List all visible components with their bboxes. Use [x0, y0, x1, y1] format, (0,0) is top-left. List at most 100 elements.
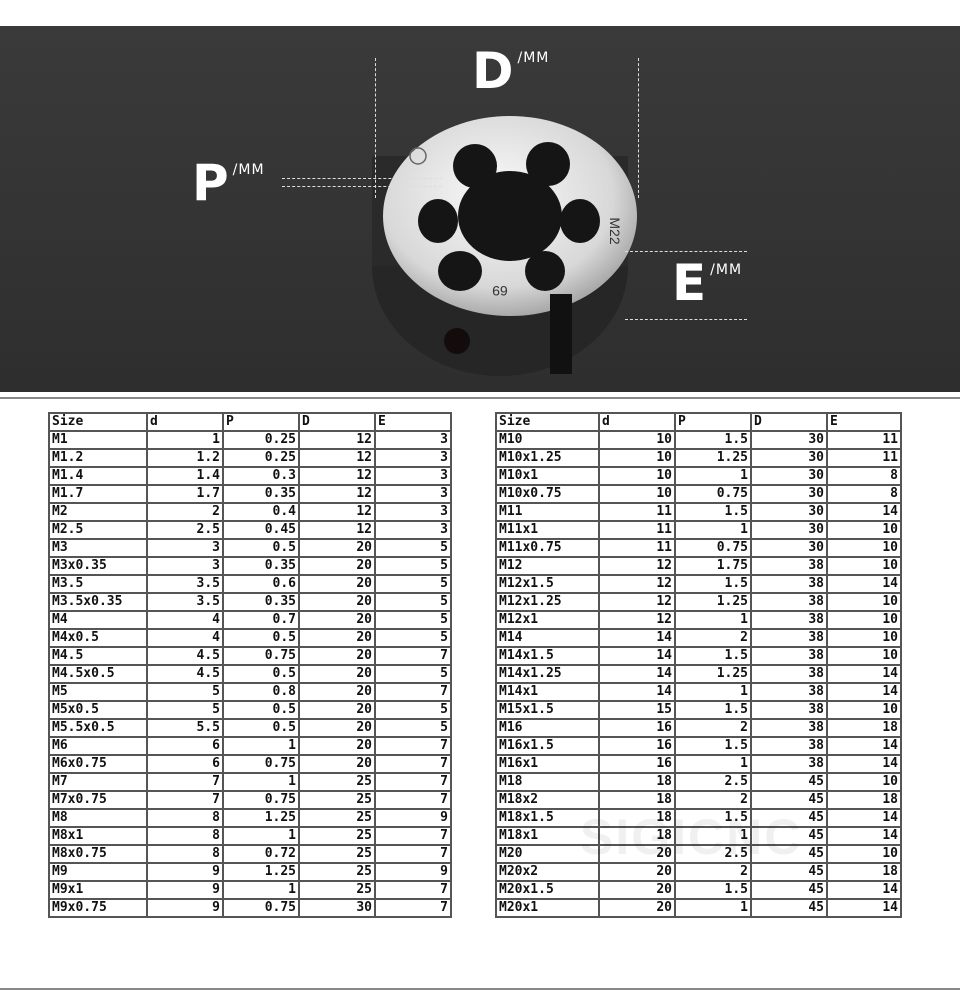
header-size: Size [48, 412, 148, 432]
cell-D: 12 [298, 430, 376, 450]
cell-p: 2 [674, 862, 752, 882]
cell-d: 6 [146, 754, 224, 774]
cell-D: 25 [298, 790, 376, 810]
cell-d: 14 [598, 628, 676, 648]
cell-d: 4 [146, 628, 224, 648]
cell-d: 2.5 [146, 520, 224, 540]
cell-D: 12 [298, 502, 376, 522]
cell-D: 30 [750, 520, 828, 540]
cell-d: 4.5 [146, 664, 224, 684]
cell-p: 1 [222, 826, 300, 846]
cell-size: M12x1.25 [495, 592, 600, 612]
cell-e: 5 [374, 556, 452, 576]
cell-size: M12x1.5 [495, 574, 600, 594]
table-row: M20 20 2.5 45 10 [495, 844, 902, 864]
cell-p: 0.75 [222, 898, 300, 918]
cell-D: 38 [750, 646, 828, 666]
product-diagram-banner: M22 69 D/MM P/MM E/MM [0, 26, 960, 392]
cell-size: M4.5x0.5 [48, 664, 148, 684]
cell-D: 30 [750, 538, 828, 558]
table-row: M20x1.5 20 1.5 45 14 [495, 880, 902, 900]
cell-e: 9 [374, 862, 452, 882]
cell-D: 20 [298, 664, 376, 684]
table-row: M16x1.5 16 1.5 38 14 [495, 736, 902, 756]
cell-D: 38 [750, 700, 828, 720]
cell-D: 20 [298, 592, 376, 612]
cell-e: 5 [374, 592, 452, 612]
cell-D: 38 [750, 736, 828, 756]
table-row: M7x0.75 7 0.75 25 7 [48, 790, 452, 810]
header-d: d [598, 412, 676, 432]
cell-D: 30 [750, 484, 828, 504]
cell-e: 10 [826, 520, 902, 540]
cell-size: M14x1 [495, 682, 600, 702]
cell-p: 0.72 [222, 844, 300, 864]
cell-size: M20 [495, 844, 600, 864]
cell-p: 1 [674, 520, 752, 540]
cell-d: 20 [598, 862, 676, 882]
brand-logo-icon [409, 147, 427, 165]
cell-size: M1.7 [48, 484, 148, 504]
cell-size: M18x2 [495, 790, 600, 810]
cell-d: 1 [146, 430, 224, 450]
table-row: M5 5 0.8 20 7 [48, 682, 452, 702]
cell-e: 10 [826, 646, 902, 666]
cell-size: M14x1.25 [495, 664, 600, 684]
cell-D: 38 [750, 556, 828, 576]
cell-d: 1.2 [146, 448, 224, 468]
cell-p: 0.4 [222, 502, 300, 522]
table-row: M10x1.25 10 1.25 30 11 [495, 448, 902, 468]
cell-D: 45 [750, 844, 828, 864]
cell-e: 10 [826, 556, 902, 576]
cell-size: M7x0.75 [48, 790, 148, 810]
cell-d: 8 [146, 844, 224, 864]
cell-e: 14 [826, 898, 902, 918]
cell-D: 25 [298, 862, 376, 882]
dimension-d-label: D/MM [472, 42, 550, 100]
cell-p: 0.5 [222, 538, 300, 558]
cell-d: 1.4 [146, 466, 224, 486]
cell-size: M7 [48, 772, 148, 792]
cell-p: 0.75 [674, 484, 752, 504]
cell-p: 1.5 [674, 430, 752, 450]
cell-d: 4 [146, 610, 224, 630]
table-row: M6x0.75 6 0.75 20 7 [48, 754, 452, 774]
cell-size: M6 [48, 736, 148, 756]
size-table-left: Size d P D E M1 1 0.25 12 3 M1.2 1.2 0.25 12 3 M1.… [48, 412, 452, 918]
cell-e: 10 [826, 592, 902, 612]
cell-d: 12 [598, 610, 676, 630]
cell-d: 14 [598, 664, 676, 684]
cell-size: M18x1.5 [495, 808, 600, 828]
cell-p: 0.5 [222, 664, 300, 684]
cell-p: 0.5 [222, 718, 300, 738]
cell-p: 0.75 [674, 538, 752, 558]
cell-e: 5 [374, 718, 452, 738]
cell-D: 20 [298, 610, 376, 630]
cell-size: M14x1.5 [495, 646, 600, 666]
cell-d: 12 [598, 592, 676, 612]
cell-D: 12 [298, 466, 376, 486]
cell-d: 10 [598, 430, 676, 450]
table-row: M10x1 10 1 30 8 [495, 466, 902, 486]
table-row: M3 3 0.5 20 5 [48, 538, 452, 558]
cell-p: 0.35 [222, 484, 300, 504]
table-row: M16x1 16 1 38 14 [495, 754, 902, 774]
cell-d: 20 [598, 898, 676, 918]
cell-e: 3 [374, 448, 452, 468]
cell-d: 16 [598, 754, 676, 774]
dimension-e-label: E/MM [672, 254, 743, 312]
cell-p: 1.25 [674, 592, 752, 612]
cell-p: 1.25 [674, 664, 752, 684]
round-die-image: M22 69 [372, 116, 637, 376]
cell-size: M18x1 [495, 826, 600, 846]
table-row: M11 11 1.5 30 14 [495, 502, 902, 522]
cell-size: M10x1 [495, 466, 600, 486]
table-row: M2.5 2.5 0.45 12 3 [48, 520, 452, 540]
cell-D: 38 [750, 574, 828, 594]
cell-p: 1 [674, 682, 752, 702]
cell-d: 5.5 [146, 718, 224, 738]
cell-size: M3.5x0.35 [48, 592, 148, 612]
cell-e: 7 [374, 880, 452, 900]
cell-D: 20 [298, 682, 376, 702]
cell-size: M9 [48, 862, 148, 882]
